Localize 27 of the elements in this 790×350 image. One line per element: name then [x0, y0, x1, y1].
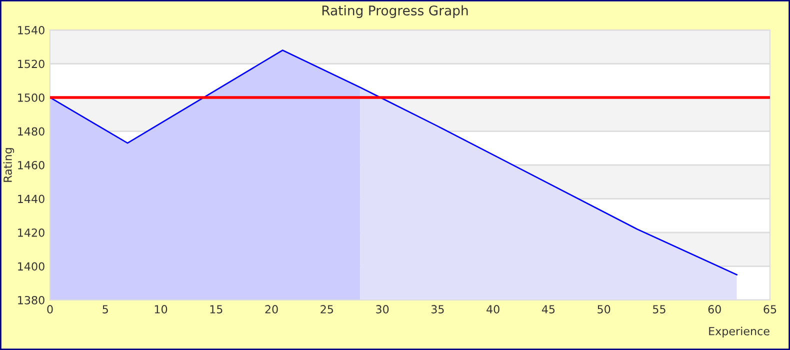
x-tick-label: 30: [376, 305, 389, 314]
x-tick-label: 5: [102, 305, 108, 314]
x-tick-label: 60: [708, 305, 721, 314]
x-tick-label: 35: [431, 305, 444, 314]
x-tick-label: 45: [542, 305, 555, 314]
x-axis-title: Experience: [709, 326, 770, 338]
y-tick-label: 1540: [18, 26, 44, 34]
x-tick-label: 25: [320, 305, 334, 314]
chart-title: Rating Progress Graph: [322, 5, 468, 18]
y-tick-label: 1380: [18, 296, 44, 304]
x-tick-label: 65: [764, 305, 776, 314]
x-tick-label: 55: [653, 305, 666, 314]
y-tick-label: 1400: [18, 262, 44, 271]
x-tick-label: 20: [265, 305, 278, 314]
y-axis-title: Rating: [3, 148, 14, 182]
y-tick-label: 1480: [18, 127, 44, 136]
line-series: [50, 50, 738, 276]
y-tick-label: 1520: [18, 60, 44, 68]
x-tick-label: 10: [154, 305, 168, 314]
y-tick-label: 1420: [18, 228, 44, 237]
x-tick-label: 50: [598, 305, 610, 314]
y-tick-label: 1440: [18, 194, 44, 204]
y-tick-label: 1460: [18, 160, 44, 170]
x-tick-label: 40: [486, 305, 500, 314]
x-tick-label: 15: [210, 305, 222, 314]
y-tick-label: 1500: [18, 93, 44, 102]
x-tick-label: 0: [47, 305, 53, 314]
